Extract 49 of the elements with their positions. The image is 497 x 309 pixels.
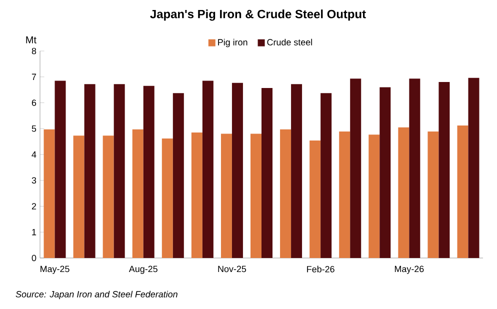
y-tick-label: 6: [32, 100, 36, 106]
y-tick-label: 3: [32, 177, 36, 184]
x-tick-label: Feb-26: [307, 266, 334, 272]
y-tick-label: 8: [32, 48, 36, 54]
y-tick-label: 2: [32, 203, 36, 210]
bar: [409, 78, 420, 258]
bar: [191, 132, 202, 258]
bar: [143, 86, 154, 258]
y-tick-label: 4: [32, 151, 36, 158]
bar: [368, 134, 380, 258]
bar: [114, 84, 125, 258]
bar: [339, 131, 350, 258]
bar: [291, 84, 302, 258]
bar: [468, 78, 480, 258]
bar: [232, 82, 243, 258]
y-tick-label: 7: [32, 74, 36, 80]
bar: [132, 129, 144, 258]
bar: [262, 88, 273, 258]
y-tick-label: 0: [32, 254, 36, 262]
bar: [428, 131, 439, 258]
bar: [202, 80, 214, 258]
x-tick-label: Aug-25: [128, 266, 158, 274]
bar: [457, 126, 468, 258]
bar: [250, 134, 262, 258]
bar: [380, 87, 391, 258]
x-tick-label: May-26: [394, 266, 424, 274]
legend-label: Crude steel: [267, 38, 312, 46]
bar: [54, 80, 66, 258]
bar: [73, 136, 84, 258]
y-tick-label: 1: [32, 229, 36, 236]
y-tick-label: 5: [32, 125, 36, 132]
bar: [350, 78, 362, 258]
bar: [84, 84, 96, 258]
y-axis-title: Mt: [26, 36, 36, 44]
bar: [320, 93, 332, 258]
chart-title: Japan's Pig Iron & Crude Steel Output: [150, 10, 366, 21]
bar: [398, 127, 410, 258]
bar: [220, 134, 232, 258]
bar: [102, 136, 114, 258]
bar: [44, 129, 55, 258]
x-tick-label: Nov-25: [218, 266, 246, 272]
x-tick-label: May-25: [40, 266, 70, 274]
bar: [172, 93, 184, 258]
bar: [162, 138, 173, 258]
bar: [310, 140, 321, 258]
source-note: Source: Japan Iron and Steel Federation: [16, 290, 178, 300]
legend-label: Pig iron: [218, 38, 248, 48]
bar: [438, 82, 450, 258]
bar: [280, 129, 292, 258]
